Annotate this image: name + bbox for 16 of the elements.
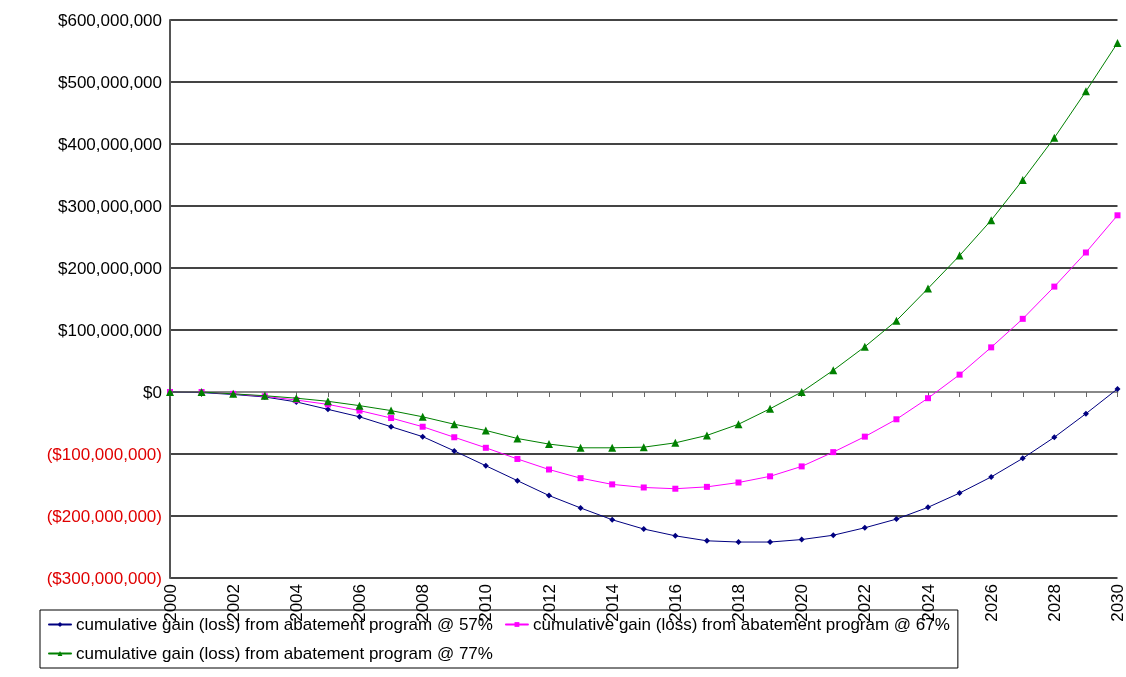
y-tick-label: ($200,000,000) [46, 506, 162, 526]
legend-label: cumulative gain (loss) from abatement program @ 77% [76, 644, 493, 663]
x-tick-label: 2030 [1108, 584, 1126, 622]
y-tick-label: $600,000,000 [58, 10, 162, 30]
y-tick-label: $400,000,000 [58, 134, 162, 154]
y-tick-label: ($100,000,000) [46, 444, 162, 464]
y-tick-label: ($300,000,000) [46, 568, 162, 588]
y-tick-label: $0 [143, 382, 162, 402]
y-tick-label: $500,000,000 [58, 72, 162, 92]
y-tick-label: $300,000,000 [58, 196, 162, 216]
y-tick-label: $100,000,000 [58, 320, 162, 340]
x-tick-label: 2008 [413, 584, 433, 622]
y-tick-label: $200,000,000 [58, 258, 162, 278]
x-tick-label: 2028 [1044, 584, 1064, 622]
x-tick-label: 2026 [981, 584, 1001, 622]
x-tick-label: 2022 [855, 584, 875, 622]
